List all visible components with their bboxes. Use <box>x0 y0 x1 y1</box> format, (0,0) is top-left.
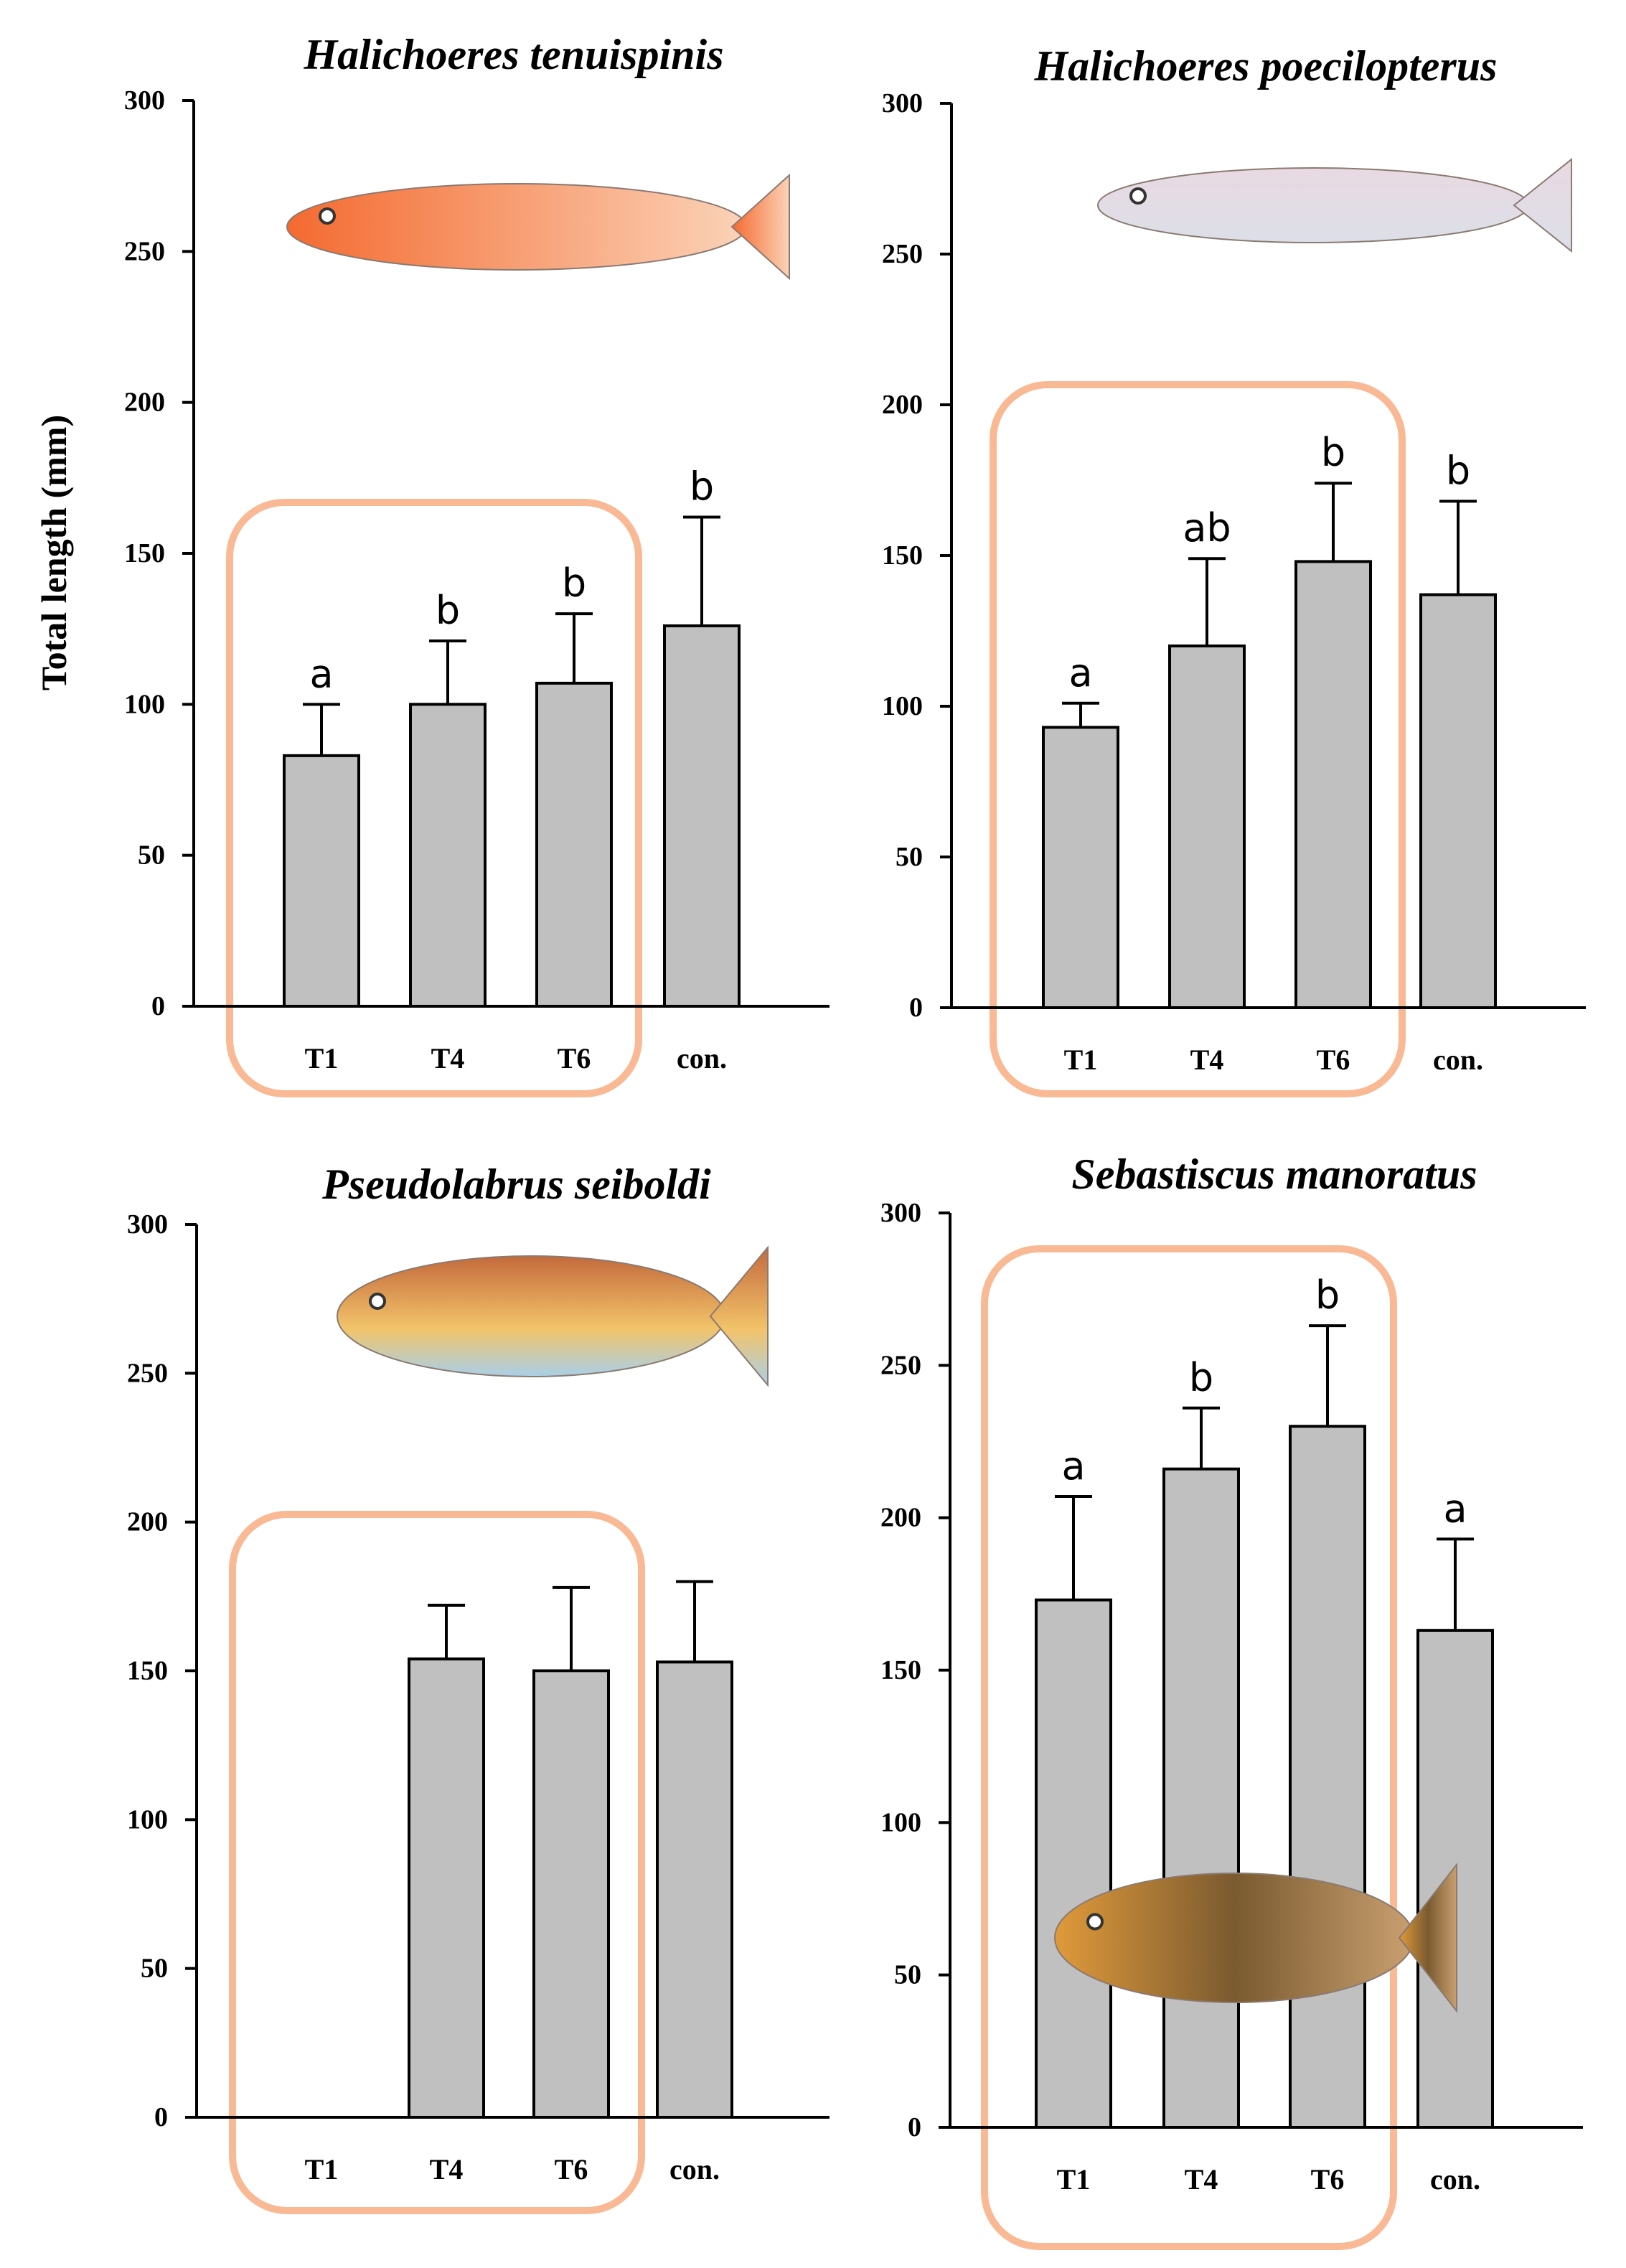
significance-letter: b <box>1189 1355 1213 1400</box>
y-tick-label: 150 <box>882 540 923 571</box>
x-tick-label: T4 <box>431 1042 465 1074</box>
y-tick-label: 250 <box>124 236 165 266</box>
x-tick-label: con. <box>1430 2163 1480 2196</box>
panel-1: Halichoeres tenuispinis Total length (mm)… <box>34 31 830 1097</box>
significance-letter: b <box>1321 430 1345 475</box>
y-tick-label: 250 <box>882 239 923 269</box>
y-tick-label: 200 <box>882 390 923 420</box>
highlight-box <box>229 1511 645 2214</box>
significance-letter: b <box>1446 448 1470 493</box>
bar-con. <box>663 624 741 1008</box>
significance-letter: b <box>1315 1273 1340 1318</box>
bar-T1 <box>1042 726 1119 1010</box>
y-tick-label: 150 <box>127 1656 168 1686</box>
y-tick-label: 50 <box>894 1960 921 1990</box>
highlight-box <box>226 499 642 1097</box>
highlight-box <box>981 1245 1397 2250</box>
y-tick-label: 200 <box>880 1503 921 1533</box>
bar-T1 <box>1035 1598 1112 2129</box>
bar-T4 <box>409 703 487 1008</box>
y-tick-label: 50 <box>138 840 165 871</box>
y-tick-label: 300 <box>880 1198 921 1228</box>
fish-illustration <box>337 1245 769 1387</box>
significance-letter: a <box>1443 1486 1467 1531</box>
panel-3: Pseudolabrus seiboldi 0 50 100 150 200 250 300 T… <box>127 1161 830 2214</box>
x-tick-label: con. <box>669 2153 720 2185</box>
bar-T4 <box>408 1657 485 2119</box>
bar-con. <box>1419 593 1497 1009</box>
chart-title: Halichoeres poecilopterus <box>1034 42 1498 90</box>
x-tick-label: T1 <box>1057 2163 1091 2196</box>
panel-2: Halichoeres poecilopterus 0 50 100 150 200 250… <box>882 42 1586 1097</box>
bar-T6 <box>532 1669 610 2119</box>
x-tick-label: T4 <box>1185 2163 1218 2196</box>
x-tick-label: T4 <box>430 2153 464 2185</box>
y-tick-label: 100 <box>127 1804 168 1834</box>
x-tick-label: con. <box>1433 1044 1483 1076</box>
x-tick-label: T1 <box>1064 1044 1098 1076</box>
bar-T4 <box>1168 645 1246 1009</box>
significance-letter: b <box>436 588 460 633</box>
chart-title: Sebastiscus manoratus <box>1071 1151 1477 1198</box>
chart-title: Pseudolabrus seiboldi <box>321 1161 711 1208</box>
chart-title: Halichoeres tenuispinis <box>303 31 723 78</box>
y-tick-label: 0 <box>908 2112 921 2142</box>
bar-T6 <box>1289 1425 1366 2129</box>
x-tick-label: con. <box>677 1042 727 1074</box>
bar-T6 <box>1294 560 1372 1009</box>
y-tick-label: 50 <box>141 1954 168 1984</box>
y-tick-label: 250 <box>127 1358 168 1388</box>
fish-illustration <box>286 173 790 281</box>
x-tick-label: T6 <box>1317 1044 1350 1076</box>
x-tick-label: T6 <box>1311 2163 1345 2196</box>
y-tick-label: 300 <box>127 1209 168 1240</box>
bar-con. <box>656 1660 733 2119</box>
x-tick-label: T1 <box>305 1042 339 1074</box>
y-tick-label: 150 <box>880 1655 921 1685</box>
y-tick-label: 0 <box>909 993 923 1023</box>
y-tick-label: 250 <box>880 1350 921 1380</box>
bar-T4 <box>1162 1467 1240 2129</box>
significance-letter: b <box>562 561 586 606</box>
bar-T1 <box>283 754 360 1008</box>
y-tick-label: 100 <box>124 689 165 719</box>
significance-letter: a <box>1061 1443 1085 1489</box>
y-tick-label: 200 <box>124 388 165 418</box>
fish-illustration <box>1097 157 1572 253</box>
x-tick-label: T1 <box>305 2153 339 2185</box>
panel-4: Sebastiscus manoratus 0 50 100 150 200 250 300 T… <box>880 1151 1583 2250</box>
x-tick-label: T6 <box>558 1042 591 1074</box>
y-tick-label: 0 <box>151 991 165 1021</box>
highlight-box <box>990 381 1406 1097</box>
y-axis-label: Total length (mm) <box>34 415 74 690</box>
y-tick-label: 300 <box>882 88 923 118</box>
x-tick-label: T6 <box>555 2153 588 2185</box>
bar-T6 <box>535 681 613 1008</box>
y-tick-label: 100 <box>882 691 923 721</box>
significance-letter: a <box>1068 650 1092 695</box>
y-tick-label: 0 <box>154 2102 168 2132</box>
y-tick-label: 100 <box>880 1807 921 1837</box>
fish-illustration <box>1054 1862 1457 2013</box>
x-tick-label: T4 <box>1190 1044 1224 1076</box>
y-tick-label: 300 <box>124 85 165 116</box>
significance-letter: a <box>309 651 333 696</box>
significance-letter: ab <box>1183 505 1231 550</box>
y-tick-label: 200 <box>127 1507 168 1537</box>
y-tick-label: 50 <box>896 842 923 872</box>
significance-letter: b <box>690 464 714 510</box>
y-tick-label: 150 <box>124 538 165 568</box>
